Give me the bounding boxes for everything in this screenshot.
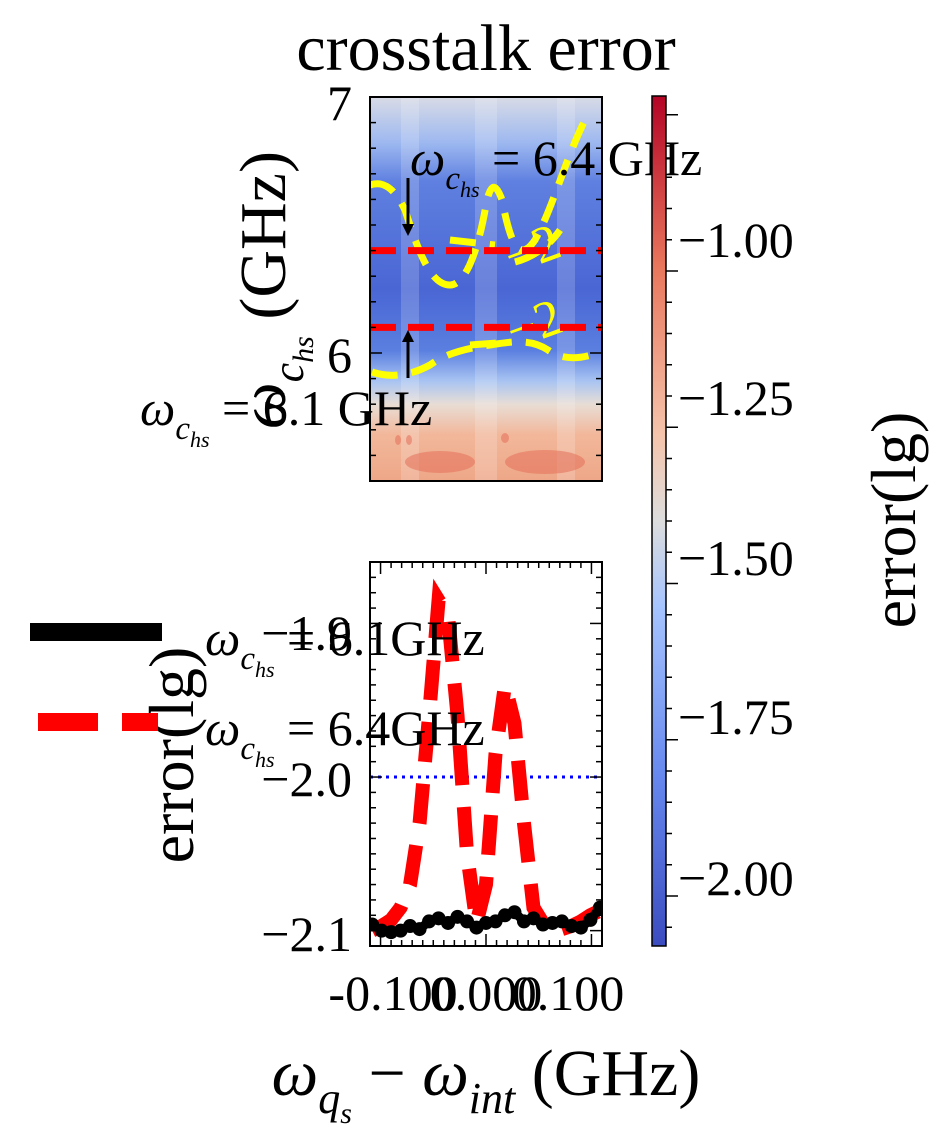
series-point-6.1GHz xyxy=(592,900,602,915)
heatmap-ytick-6: 6 xyxy=(327,327,352,383)
heatmap-hot-spot-3 xyxy=(395,435,401,445)
heatmap-hot-spot-1 xyxy=(505,450,585,474)
series-point-6.1GHz xyxy=(507,905,522,920)
colorbar-tick-5: −2.00 xyxy=(678,850,794,906)
heatmap-ytick-7: 7 xyxy=(327,75,352,131)
legend: ωchs = 6.1GHz ωchs = 6.4GHz xyxy=(30,610,485,772)
heatmap-ticks xyxy=(370,96,602,482)
colorbar: −1.00 −1.25 −1.50 −1.75 −2.00 error(lg) xyxy=(651,95,929,947)
annotation-6.1: ωchs = 6.1 GHz xyxy=(140,330,432,452)
heatmap-field xyxy=(370,97,602,481)
heatmap-ylabel: ωchs (GHz) xyxy=(227,151,320,429)
series-line-6.4GHz xyxy=(370,578,602,937)
heatmap-stripe-2 xyxy=(557,97,575,481)
line-xtick-2: 0.000 xyxy=(430,965,543,1021)
line-xlabel: ωqs − ωint (GHz) xyxy=(272,1037,701,1130)
heatmap-stripe-0 xyxy=(401,97,419,481)
heatmap-hot-spot-2 xyxy=(501,433,509,443)
svg-text:ωchs = 6.1 GHz: ωchs = 6.1 GHz xyxy=(140,380,432,452)
chart-title: crosstalk error xyxy=(296,12,675,85)
line-ytick-1: −1.9 xyxy=(261,605,352,661)
contour-line-2 xyxy=(449,236,496,249)
legend-label-6.1GHz: ωchs = 6.1GHz xyxy=(205,610,485,682)
line-panel: −1.9 −2.0 −2.1 -0.100 0.000 0.100 error(… xyxy=(30,561,701,1130)
series-point-6.1GHz xyxy=(583,912,598,927)
heatmap-frame xyxy=(369,96,603,482)
line-ytick-3: −2.1 xyxy=(261,906,352,962)
colorbar-tick-4: −1.75 xyxy=(678,689,794,745)
colorbar-tick-3: −1.50 xyxy=(678,530,794,586)
contour-line-4 xyxy=(469,338,511,349)
series-point-6.1GHz xyxy=(412,922,427,937)
line-ylabel: error(lg) xyxy=(136,647,207,864)
line-xtick-3: 0.100 xyxy=(512,965,625,1021)
series-point-6.1GHz xyxy=(573,920,588,935)
line-xtick-1: -0.100 xyxy=(328,965,457,1021)
contour-line-3 xyxy=(514,227,563,266)
colorbar-label: error(lg) xyxy=(858,412,929,629)
heatmap-panel: −2−2 7 6 ωchs = 6.4 GHz ωchs = 6.1 GHz ω… xyxy=(140,75,702,482)
colorbar-gradient xyxy=(651,95,667,947)
colorbar-tick-1: −1.00 xyxy=(678,212,794,268)
heatmap-hot-spot-4 xyxy=(406,435,412,445)
heatmap-hot-spot-0 xyxy=(405,451,475,473)
line-ytick-2: −2.0 xyxy=(261,751,352,807)
colorbar-tick-2: −1.25 xyxy=(678,370,794,426)
line-ticks xyxy=(369,561,603,947)
colorbar-ticks xyxy=(666,114,678,928)
heatmap-hot-spots xyxy=(395,433,585,474)
reference-lines xyxy=(370,247,602,331)
series-points-6.1GHz xyxy=(370,900,602,940)
legend-label-6.4GHz: ωchs = 6.4GHz xyxy=(205,700,485,772)
